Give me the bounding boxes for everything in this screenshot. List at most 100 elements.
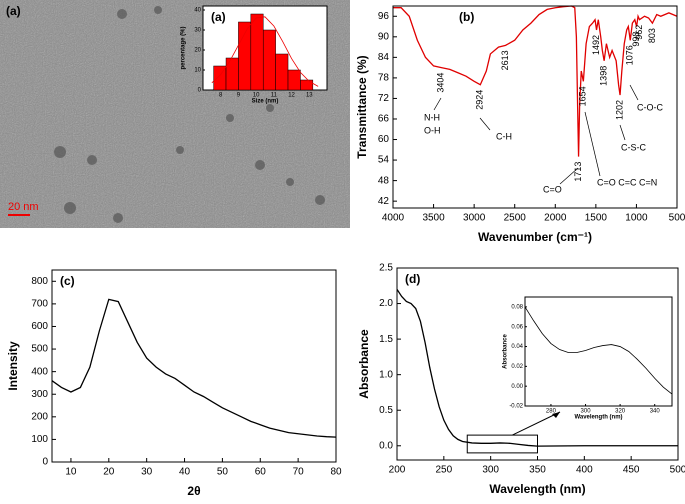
- panel-label: (a): [6, 4, 21, 18]
- histogram-bar: [225, 57, 239, 91]
- y-tick-label: 2.5: [379, 263, 393, 274]
- histogram-bar: [262, 29, 276, 91]
- annotation-arrow: [479, 117, 491, 131]
- y-tick-label: -0.02: [509, 404, 523, 410]
- x-tick-label: 350: [529, 465, 546, 476]
- annotation-arrow: [619, 124, 626, 141]
- y-axis-label: Transmittance (%): [355, 55, 369, 158]
- x-axis-label: 2θ: [187, 484, 200, 498]
- y-tick-label: 0: [198, 88, 202, 94]
- group-label: C-S-C: [621, 142, 646, 152]
- x-tick-label: 1500: [585, 213, 608, 224]
- y-tick-label: 78: [378, 73, 390, 84]
- x-tick-label: 11: [271, 93, 278, 99]
- panel-label: (b): [459, 10, 474, 24]
- peak-label: 1713: [573, 162, 583, 182]
- x-tick-label: 300: [482, 465, 499, 476]
- histogram-bar: [275, 53, 289, 91]
- y-axis-label: Absorbance: [357, 329, 371, 399]
- group-label: C=O: [543, 184, 562, 194]
- plot-frame: [51, 269, 337, 463]
- x-tick-label: 70: [293, 467, 305, 478]
- y-tick-label: 400: [31, 366, 48, 377]
- data-line: [396, 288, 678, 447]
- x-tick-label: 13: [306, 93, 313, 99]
- histogram-bar: [300, 79, 314, 91]
- y-tick-label: 0.00: [511, 384, 523, 390]
- x-tick-label: 3000: [463, 213, 486, 224]
- x-tick-label: 10: [253, 93, 260, 99]
- group-label: N-H: [424, 112, 440, 122]
- histogram-bar: [287, 69, 301, 91]
- x-tick-label: 40: [179, 467, 191, 478]
- x-tick-label: 250: [435, 465, 452, 476]
- y-tick-label: 1.0: [379, 369, 393, 380]
- y-tick-label: 0.04: [511, 344, 523, 350]
- x-tick-label: 400: [576, 465, 593, 476]
- fit-curve: [211, 16, 319, 87]
- x-tick-label: 9: [237, 93, 241, 99]
- y-tick-label: 600: [31, 321, 48, 332]
- group-label: C-O-C: [637, 102, 663, 112]
- y-tick-label: 60: [378, 134, 390, 145]
- x-tick-label: 500: [670, 465, 685, 476]
- y-tick-label: 84: [378, 52, 390, 63]
- peak-label: 1202: [614, 100, 624, 120]
- x-tick-label: 4000: [382, 213, 405, 224]
- x-axis-label: Wavelength (nm): [574, 415, 622, 421]
- y-tick-label: 0.02: [511, 364, 523, 370]
- x-tick-label: 280: [546, 409, 557, 415]
- annotation-arrow: [559, 167, 579, 185]
- group-label: O-H: [424, 125, 441, 135]
- scale-bar-label: 20 nm: [8, 201, 39, 213]
- x-tick-label: 50: [217, 467, 229, 478]
- data-line: [51, 298, 337, 438]
- y-tick-label: 0.5: [379, 405, 393, 416]
- plot-frame: [524, 296, 673, 407]
- y-tick-label: 0.06: [511, 324, 523, 330]
- y-tick-label: 200: [31, 411, 48, 422]
- plot-frame: [396, 267, 679, 461]
- annotation-arrow: [629, 84, 639, 101]
- arrow-head: [552, 412, 560, 418]
- annotation-arrow: [584, 111, 601, 177]
- x-tick-label: 500: [669, 213, 685, 224]
- plot-background: [525, 297, 672, 406]
- x-axis-label: Wavenumber (cm⁻¹): [478, 230, 592, 244]
- peak-label: 1654: [578, 86, 588, 106]
- x-tick-label: 320: [615, 409, 626, 415]
- y-axis-label: percentage (%): [181, 26, 187, 69]
- x-tick-label: 60: [255, 467, 267, 478]
- y-tick-label: 72: [378, 93, 390, 104]
- group-label: C=O C=C C=N: [597, 177, 657, 187]
- y-tick-label: 100: [31, 434, 48, 445]
- x-tick-label: 12: [288, 93, 295, 99]
- zoom-box: [466, 434, 538, 454]
- x-tick-label: 2500: [504, 213, 527, 224]
- y-tick-label: 800: [31, 276, 48, 287]
- zoom-arrow: [512, 411, 561, 436]
- panel-label: (a): [211, 10, 226, 24]
- x-tick-label: 80: [330, 467, 342, 478]
- y-tick-label: 0.08: [511, 304, 523, 310]
- histogram-bar: [250, 13, 264, 91]
- annotation-arrow: [433, 97, 442, 111]
- y-tick-label: 1.5: [379, 334, 393, 345]
- peak-label: 998: [631, 32, 641, 47]
- y-tick-label: 66: [378, 114, 390, 125]
- y-tick-label: 48: [378, 175, 390, 186]
- x-axis-label: Size (nm): [252, 99, 279, 105]
- x-tick-label: 340: [650, 409, 661, 415]
- x-tick-label: 200: [389, 465, 406, 476]
- y-tick-label: 500: [31, 344, 48, 355]
- plot-frame: [392, 5, 678, 209]
- y-axis-label: Intensity: [6, 341, 20, 391]
- x-axis-label: Wavelength (nm): [489, 482, 585, 496]
- x-tick-label: 2000: [544, 213, 567, 224]
- y-axis-label: Absorbance: [503, 334, 509, 369]
- y-tick-label: 2.0: [379, 298, 393, 309]
- y-tick-label: 54: [378, 155, 390, 166]
- y-tick-label: 40: [194, 8, 201, 14]
- x-tick-label: 8: [219, 93, 223, 99]
